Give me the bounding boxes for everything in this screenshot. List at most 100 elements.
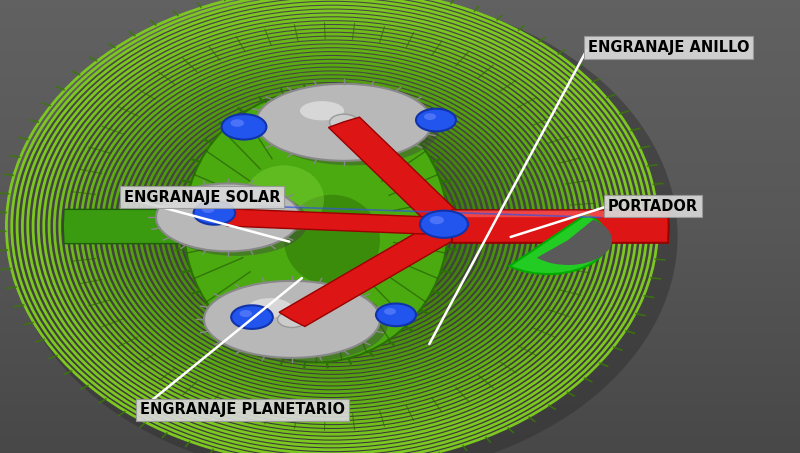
Bar: [0, 222, 800, 224]
Bar: [0, 27, 800, 29]
Bar: [0, 29, 800, 32]
Bar: [0, 258, 800, 260]
Bar: [0, 322, 800, 324]
Bar: [0, 208, 800, 211]
Bar: [0, 147, 800, 149]
Wedge shape: [537, 220, 612, 265]
Bar: [0, 281, 800, 283]
Bar: [0, 301, 800, 304]
Bar: [0, 446, 800, 448]
Bar: [0, 263, 800, 265]
Bar: [0, 79, 800, 82]
Bar: [0, 408, 800, 410]
Bar: [0, 97, 800, 100]
Text: PORTADOR: PORTADOR: [608, 198, 698, 214]
Bar: [0, 224, 800, 226]
Ellipse shape: [212, 285, 388, 362]
Bar: [0, 412, 800, 414]
Bar: [0, 299, 800, 301]
Bar: [0, 11, 800, 14]
Bar: [0, 426, 800, 428]
Bar: [0, 351, 800, 353]
Bar: [0, 306, 800, 308]
Bar: [0, 317, 800, 319]
Circle shape: [416, 109, 456, 131]
Bar: [0, 70, 800, 72]
Bar: [0, 134, 800, 136]
Bar: [0, 381, 800, 383]
Bar: [0, 274, 800, 276]
Circle shape: [376, 304, 416, 326]
Bar: [0, 430, 800, 433]
Bar: [0, 168, 800, 170]
Bar: [0, 109, 800, 111]
Text: ENGRANAJE PLANETARIO: ENGRANAJE PLANETARIO: [140, 402, 345, 418]
Bar: [0, 211, 800, 213]
Bar: [0, 442, 800, 444]
Bar: [0, 231, 800, 233]
Bar: [0, 129, 800, 131]
Circle shape: [239, 310, 252, 317]
Bar: [0, 283, 800, 285]
Bar: [0, 433, 800, 435]
Bar: [0, 272, 800, 274]
Bar: [0, 371, 800, 374]
Bar: [0, 276, 800, 279]
Ellipse shape: [204, 281, 380, 358]
FancyArrow shape: [452, 210, 661, 217]
Bar: [0, 122, 800, 125]
Bar: [0, 356, 800, 358]
Bar: [0, 174, 800, 177]
Bar: [0, 50, 800, 52]
Bar: [0, 421, 800, 424]
Bar: [0, 95, 800, 97]
Bar: [0, 387, 800, 390]
Bar: [0, 308, 800, 310]
Bar: [0, 451, 800, 453]
Bar: [0, 439, 800, 442]
Bar: [0, 376, 800, 378]
Bar: [0, 41, 800, 43]
Bar: [0, 417, 800, 419]
Bar: [0, 7, 800, 9]
Bar: [0, 353, 800, 356]
Bar: [0, 179, 800, 181]
Bar: [0, 256, 800, 258]
Bar: [0, 240, 800, 242]
Bar: [0, 138, 800, 140]
Bar: [0, 39, 800, 41]
Bar: [0, 315, 800, 317]
Bar: [0, 170, 800, 172]
Bar: [0, 369, 800, 371]
Bar: [0, 195, 800, 197]
Bar: [0, 149, 800, 152]
Bar: [0, 188, 800, 190]
Bar: [0, 288, 800, 290]
Bar: [0, 265, 800, 267]
Bar: [0, 385, 800, 387]
Bar: [0, 59, 800, 61]
Bar: [0, 217, 800, 220]
Bar: [0, 358, 800, 360]
Bar: [0, 177, 800, 179]
Bar: [0, 36, 800, 39]
Bar: [0, 448, 800, 451]
Bar: [0, 63, 800, 66]
Bar: [0, 319, 800, 322]
Bar: [0, 111, 800, 113]
Ellipse shape: [300, 101, 344, 120]
Bar: [0, 437, 800, 439]
Bar: [0, 204, 800, 206]
Bar: [0, 23, 800, 25]
Bar: [0, 163, 800, 165]
Bar: [0, 125, 800, 127]
Bar: [0, 84, 800, 86]
Bar: [0, 193, 800, 195]
Bar: [0, 238, 800, 240]
Bar: [0, 242, 800, 245]
Circle shape: [230, 119, 244, 127]
Ellipse shape: [264, 88, 440, 165]
Bar: [0, 290, 800, 292]
Bar: [0, 403, 800, 405]
Bar: [0, 102, 800, 104]
